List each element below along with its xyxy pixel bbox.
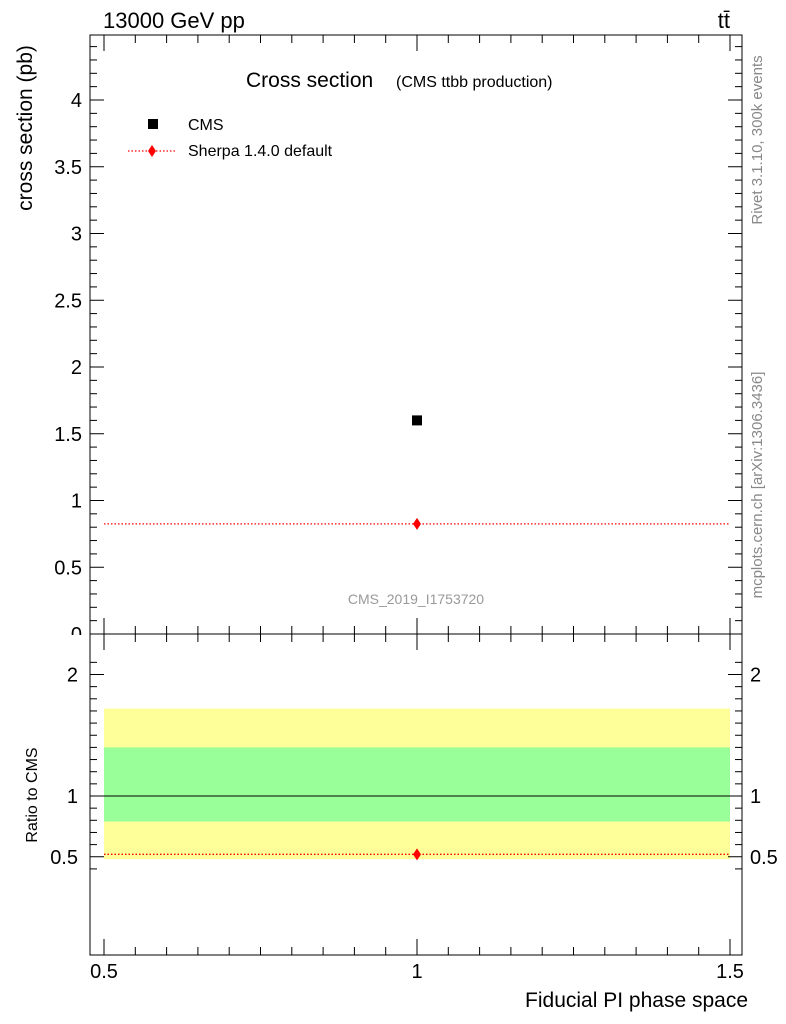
main-ytick-label: 2: [71, 357, 82, 379]
legend-item-sherpa: Sherpa 1.4.0 default: [128, 143, 333, 160]
data-point-sherpa: [413, 517, 421, 530]
ratio-ytick-label-right: 1: [750, 786, 761, 808]
ratio-ytick-label: 2: [67, 665, 78, 687]
legend: CMS Sherpa 1.4.0 default: [128, 117, 333, 160]
band-green: [104, 747, 730, 822]
ratio-ytick-label: 1: [67, 786, 78, 808]
zero-label-mask: [60, 635, 90, 647]
watermark: CMS_2019_I1753720: [348, 591, 484, 607]
legend-marker-diamond: [148, 145, 156, 157]
energy-label: 13000 GeV pp: [103, 8, 245, 33]
main-ytick-label: 3.5: [54, 157, 82, 179]
legend-item-cms: CMS: [148, 117, 224, 134]
ratio-ytick-label-right: 0.5: [750, 847, 778, 869]
ratio-ytick-label-right: 2: [750, 665, 761, 687]
ratio-xtick-label: 1: [411, 961, 422, 983]
ratio-xtick-label: 1.5: [716, 961, 744, 983]
ratio-y-label: Ratio to CMS: [24, 747, 41, 842]
main-ytick-label: 1: [71, 491, 82, 513]
process-label: tt̄: [718, 8, 730, 33]
ratio-xtick-label: 0.5: [90, 961, 118, 983]
legend-label-cms: CMS: [188, 117, 224, 134]
x-axis-label: Fiducial PI phase space: [525, 989, 748, 1012]
data-point-cms: [412, 415, 422, 426]
main-ytick-label: 3: [71, 224, 82, 246]
main-ytick-label: 2.5: [54, 290, 82, 312]
ratio-point-sherpa: [413, 848, 421, 861]
y-axis-label: cross section (pb): [14, 45, 37, 211]
ratio-frame: [89, 633, 743, 956]
main-ytick-label: 4: [71, 90, 82, 112]
rivet-label: Rivet 3.1.10, 300k events: [749, 55, 766, 224]
main-title: Cross section: [246, 69, 373, 92]
ratio-panel: Ratio to CMS Fiducial PI phase space 0.5…: [24, 633, 778, 1012]
main-ytick-label: 0.5: [54, 557, 82, 579]
legend-marker-square: [148, 119, 158, 129]
main-panel: Cross section (CMS ttbb production) cros…: [14, 34, 743, 647]
main-subtitle: (CMS ttbb production): [396, 74, 553, 91]
mcplots-label: mcplots.cern.ch [arXiv:1306.3436]: [749, 372, 766, 599]
main-ytick-label: 1.5: [54, 424, 82, 446]
legend-label-sherpa: Sherpa 1.4.0 default: [188, 143, 333, 160]
ratio-ytick-label: 0.5: [50, 847, 78, 869]
